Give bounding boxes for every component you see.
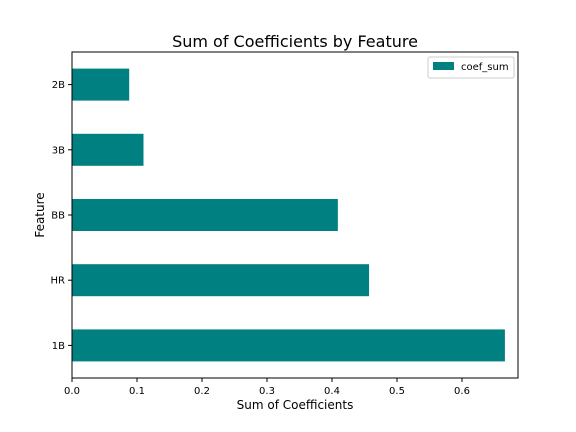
x-tick-label: 0.6 <box>454 386 470 397</box>
legend-label: coef_sum <box>461 62 509 73</box>
y-axis-ticks: 1B HR BB 3B 2B <box>51 80 72 352</box>
bar-hr <box>72 264 370 297</box>
bar-1b <box>72 329 505 362</box>
y-tick-label: 1B <box>52 341 65 352</box>
chart-title: Sum of Coefficients by Feature <box>172 32 418 51</box>
y-tick-label: 2B <box>52 80 65 91</box>
x-tick-label: 0.5 <box>389 386 405 397</box>
x-tick-label: 0.4 <box>324 386 340 397</box>
y-tick-label: 3B <box>52 145 65 156</box>
bar-3b <box>72 133 144 166</box>
bars-group <box>72 68 505 362</box>
y-tick-label: BB <box>51 211 65 222</box>
y-axis-label: Feature <box>33 192 47 237</box>
bar-2b <box>72 68 130 101</box>
x-tick-label: 0.2 <box>194 386 210 397</box>
bar-bb <box>72 199 338 231</box>
x-axis-ticks: 0.0 0.1 0.2 0.3 0.4 0.5 0.6 <box>64 378 470 397</box>
legend-swatch <box>433 62 454 70</box>
x-tick-label: 0.0 <box>64 386 80 397</box>
x-tick-label: 0.3 <box>259 386 275 397</box>
x-axis-label: Sum of Coefficients <box>237 398 354 412</box>
x-tick-label: 0.1 <box>129 386 145 397</box>
legend: coef_sum <box>427 56 515 79</box>
y-tick-label: HR <box>51 276 66 287</box>
